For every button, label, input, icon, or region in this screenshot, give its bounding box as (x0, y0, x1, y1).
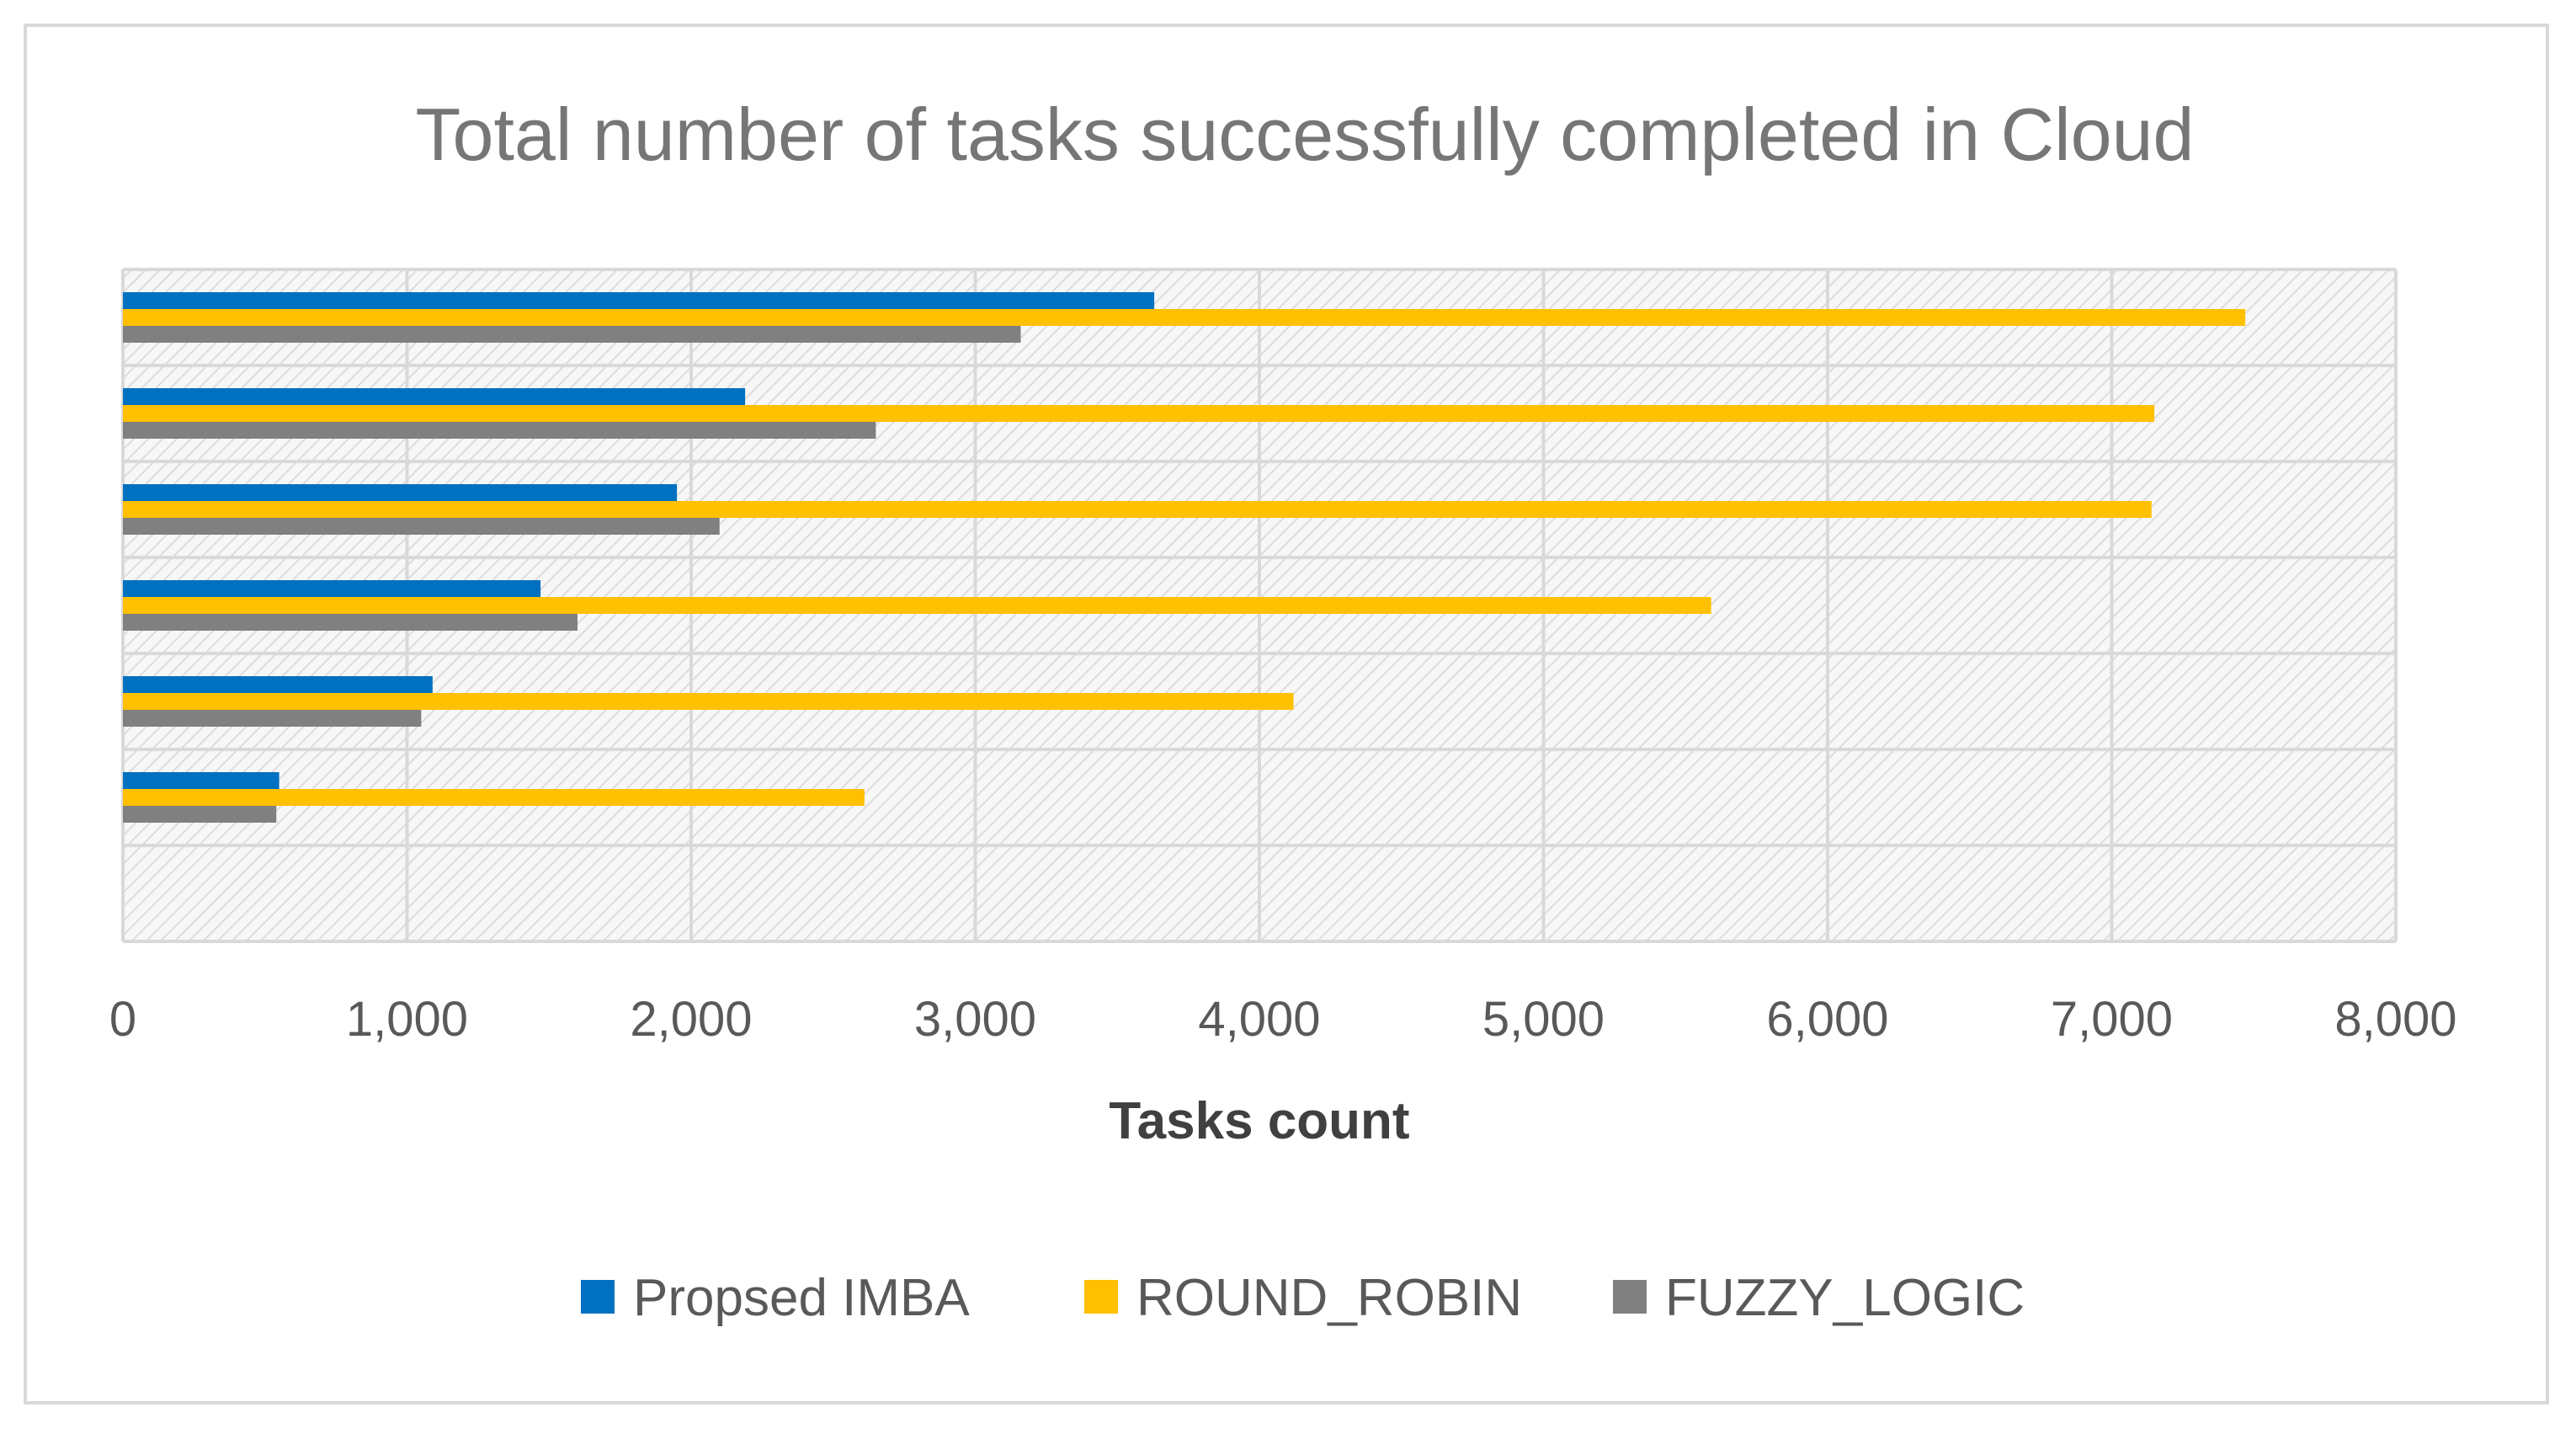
bar-fuzzy-logic-1 (123, 806, 277, 823)
legend: Propsed IMBA ROUND_ROBIN FUZZY_LOGIC (581, 1269, 2025, 1327)
legend-swatch-fuzzy-logic (1613, 1280, 1647, 1314)
bar-imba-3 (123, 580, 541, 597)
x-tick-label-6: 6,000 (1766, 992, 1888, 1047)
bar-fuzzy-logic-4 (123, 518, 720, 535)
legend-label-round-robin: ROUND_ROBIN (1136, 1269, 1522, 1327)
bar-round-robin-2 (123, 693, 1294, 710)
bar-fuzzy-logic-5 (123, 422, 876, 439)
bar-imba-6 (123, 292, 1155, 309)
chart-title: Total number of tasks successfully compl… (416, 93, 2195, 176)
bar-imba-5 (123, 388, 746, 405)
bar-imba-2 (123, 676, 433, 693)
bar-round-robin-4 (123, 501, 2152, 518)
bar-imba-1 (123, 772, 279, 789)
grid-lines (121, 268, 2398, 943)
bar-fuzzy-logic-3 (123, 614, 577, 631)
x-tick-label-5: 5,000 (1482, 992, 1605, 1047)
bar-round-robin-5 (123, 405, 2155, 422)
x-axis-ticks: 0 1,000 2,000 3,000 4,000 5,000 6,000 7,000 8,00… (109, 992, 2457, 1047)
legend-label-imba: Propsed IMBA (633, 1269, 970, 1327)
x-tick-label-1: 1,000 (346, 992, 468, 1047)
x-tick-label-0: 0 (109, 992, 136, 1047)
bars (123, 292, 2246, 823)
x-axis-title: Tasks count (1109, 1092, 1409, 1150)
x-tick-label-4: 4,000 (1198, 992, 1320, 1047)
x-tick-label-8: 8,000 (2334, 992, 2456, 1047)
x-tick-label-2: 2,000 (630, 992, 752, 1047)
legend-label-fuzzy-logic: FUZZY_LOGIC (1665, 1269, 2025, 1327)
bar-fuzzy-logic-6 (123, 326, 1021, 343)
legend-swatch-imba (581, 1280, 615, 1314)
bar-imba-4 (123, 484, 678, 501)
legend-swatch-round-robin (1084, 1280, 1118, 1314)
x-tick-label-7: 7,000 (2051, 992, 2173, 1047)
x-tick-label-3: 3,000 (914, 992, 1036, 1047)
bar-round-robin-6 (123, 309, 2246, 326)
bar-fuzzy-logic-2 (123, 710, 422, 727)
bar-round-robin-3 (123, 597, 1711, 614)
bar-round-robin-1 (123, 789, 865, 806)
